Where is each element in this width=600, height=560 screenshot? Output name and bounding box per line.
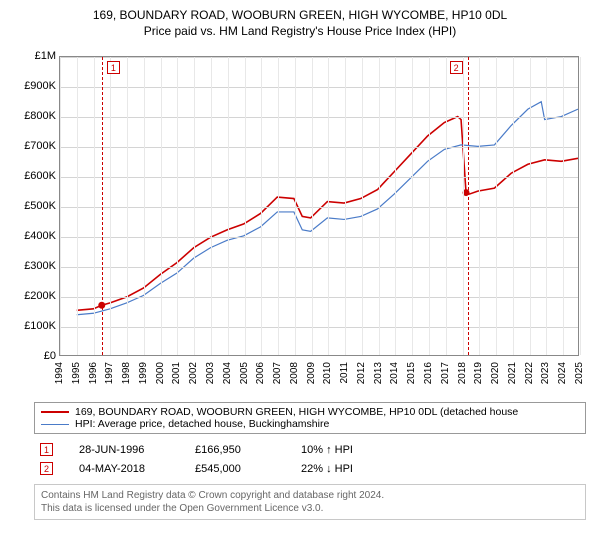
- y-axis-label: £200K: [24, 290, 56, 302]
- x-axis-label: 2010: [322, 362, 333, 384]
- x-axis-label: 2009: [306, 362, 317, 384]
- y-axis-label: £700K: [24, 140, 56, 152]
- x-axis-label: 2022: [524, 362, 535, 384]
- chart-subtitle: Price paid vs. HM Land Registry's House …: [10, 24, 590, 38]
- x-axis-label: 1995: [71, 362, 82, 384]
- x-axis-label: 2006: [255, 362, 266, 384]
- x-axis-label: 1994: [54, 362, 65, 384]
- x-axis-label: 2003: [205, 362, 216, 384]
- event-marker-1: 1: [40, 443, 53, 456]
- plot-area: 12: [59, 56, 579, 356]
- x-axis-label: 2007: [272, 362, 283, 384]
- legend-swatch-0: [41, 411, 69, 413]
- event-marker-2: 2: [40, 462, 53, 475]
- event-date: 28-JUN-1996: [79, 444, 169, 456]
- x-axis-label: 2017: [440, 362, 451, 384]
- footer-line-1: Contains HM Land Registry data © Crown c…: [41, 489, 579, 502]
- legend-item: HPI: Average price, detached house, Buck…: [41, 418, 579, 430]
- legend: 169, BOUNDARY ROAD, WOOBURN GREEN, HIGH …: [34, 402, 586, 434]
- x-axis-label: 2020: [490, 362, 501, 384]
- footer-line-2: This data is licensed under the Open Gov…: [41, 502, 579, 515]
- x-axis-label: 2008: [289, 362, 300, 384]
- x-axis-label: 2004: [222, 362, 233, 384]
- y-axis-label: £300K: [24, 260, 56, 272]
- event-date: 04-MAY-2018: [79, 463, 169, 475]
- x-axis-label: 2025: [574, 362, 585, 384]
- event-pct: 10% ↑ HPI: [301, 444, 353, 456]
- y-axis-label: £800K: [24, 110, 56, 122]
- legend-text-0: 169, BOUNDARY ROAD, WOOBURN GREEN, HIGH …: [75, 406, 518, 418]
- x-axis-label: 2013: [373, 362, 384, 384]
- event-row: 2 04-MAY-2018 £545,000 22% ↓ HPI: [34, 459, 586, 478]
- x-axis-label: 2018: [457, 362, 468, 384]
- legend-text-1: HPI: Average price, detached house, Buck…: [75, 418, 329, 430]
- x-axis-label: 2015: [406, 362, 417, 384]
- x-axis-label: 1997: [104, 362, 115, 384]
- attribution: Contains HM Land Registry data © Crown c…: [34, 484, 586, 520]
- x-axis-label: 2012: [356, 362, 367, 384]
- x-axis-label: 2011: [339, 362, 350, 384]
- chart-title: 169, BOUNDARY ROAD, WOOBURN GREEN, HIGH …: [10, 8, 590, 22]
- y-axis-label: £100K: [24, 320, 56, 332]
- x-axis-label: 2019: [473, 362, 484, 384]
- y-axis-label: £0: [44, 350, 56, 362]
- x-axis-label: 1998: [121, 362, 132, 384]
- y-axis-label: £600K: [24, 170, 56, 182]
- y-axis-label: £500K: [24, 200, 56, 212]
- event-pct: 22% ↓ HPI: [301, 463, 353, 475]
- legend-item: 169, BOUNDARY ROAD, WOOBURN GREEN, HIGH …: [41, 406, 579, 418]
- chart-box: 12 £0£100K£200K£300K£400K£500K£600K£700K…: [14, 48, 586, 398]
- x-axis-label: 2002: [188, 362, 199, 384]
- x-axis-label: 2023: [540, 362, 551, 384]
- x-axis-label: 2005: [239, 362, 250, 384]
- series-price_paid: [77, 117, 578, 311]
- x-axis-label: 2021: [507, 362, 518, 384]
- event-marker-1: 1: [107, 61, 120, 74]
- x-axis-label: 1999: [138, 362, 149, 384]
- y-axis-label: £400K: [24, 230, 56, 242]
- event-row: 1 28-JUN-1996 £166,950 10% ↑ HPI: [34, 440, 586, 459]
- line-series-svg: [60, 57, 578, 355]
- legend-swatch-1: [41, 424, 69, 425]
- series-hpi: [77, 102, 578, 315]
- y-axis-label: £1M: [35, 50, 56, 62]
- x-axis-label: 2024: [557, 362, 568, 384]
- x-axis-label: 2016: [423, 362, 434, 384]
- x-axis-label: 2014: [389, 362, 400, 384]
- event-price: £166,950: [195, 444, 275, 456]
- event-marker-2: 2: [450, 61, 463, 74]
- x-axis-label: 2001: [171, 362, 182, 384]
- y-axis-label: £900K: [24, 80, 56, 92]
- events-table: 1 28-JUN-1996 £166,950 10% ↑ HPI 2 04-MA…: [34, 440, 586, 478]
- x-axis-label: 2000: [155, 362, 166, 384]
- x-axis-label: 1996: [88, 362, 99, 384]
- event-price: £545,000: [195, 463, 275, 475]
- chart-container: 169, BOUNDARY ROAD, WOOBURN GREEN, HIGH …: [0, 0, 600, 560]
